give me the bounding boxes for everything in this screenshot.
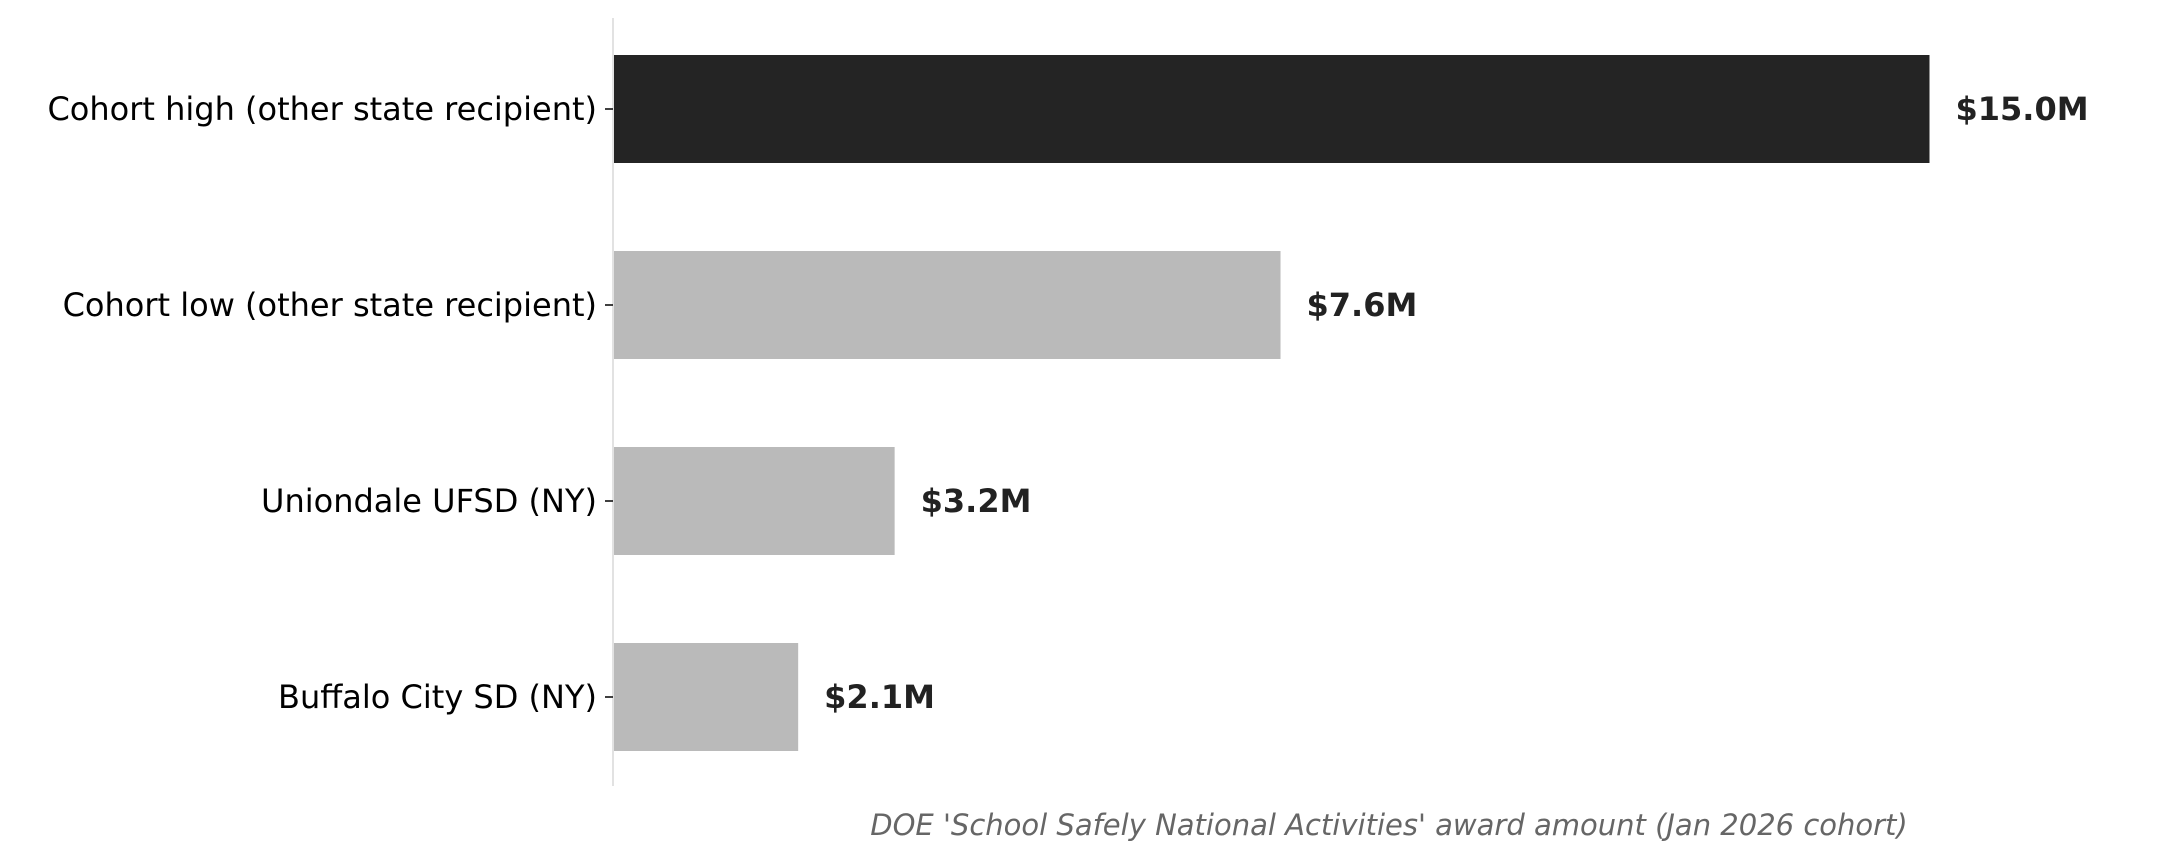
- bar: [614, 447, 895, 555]
- value-label: $7.6M: [1307, 286, 1418, 324]
- category-label: Cohort low (other state recipient): [63, 286, 597, 324]
- category-label: Buffalo City SD (NY): [278, 678, 597, 716]
- value-label: $2.1M: [824, 678, 935, 716]
- category-label: Cohort high (other state recipient): [47, 90, 597, 128]
- value-label: $15.0M: [1956, 90, 2089, 128]
- bars-group: Cohort high (other state recipient) $15.0…: [47, 55, 2089, 751]
- bar: [614, 55, 1930, 163]
- value-label: $3.2M: [921, 482, 1032, 520]
- category-label: Uniondale UFSD (NY): [261, 482, 597, 520]
- bar: [614, 251, 1281, 359]
- x-axis-label: DOE 'School Safely National Activities' …: [870, 808, 1908, 842]
- bar: [614, 643, 799, 751]
